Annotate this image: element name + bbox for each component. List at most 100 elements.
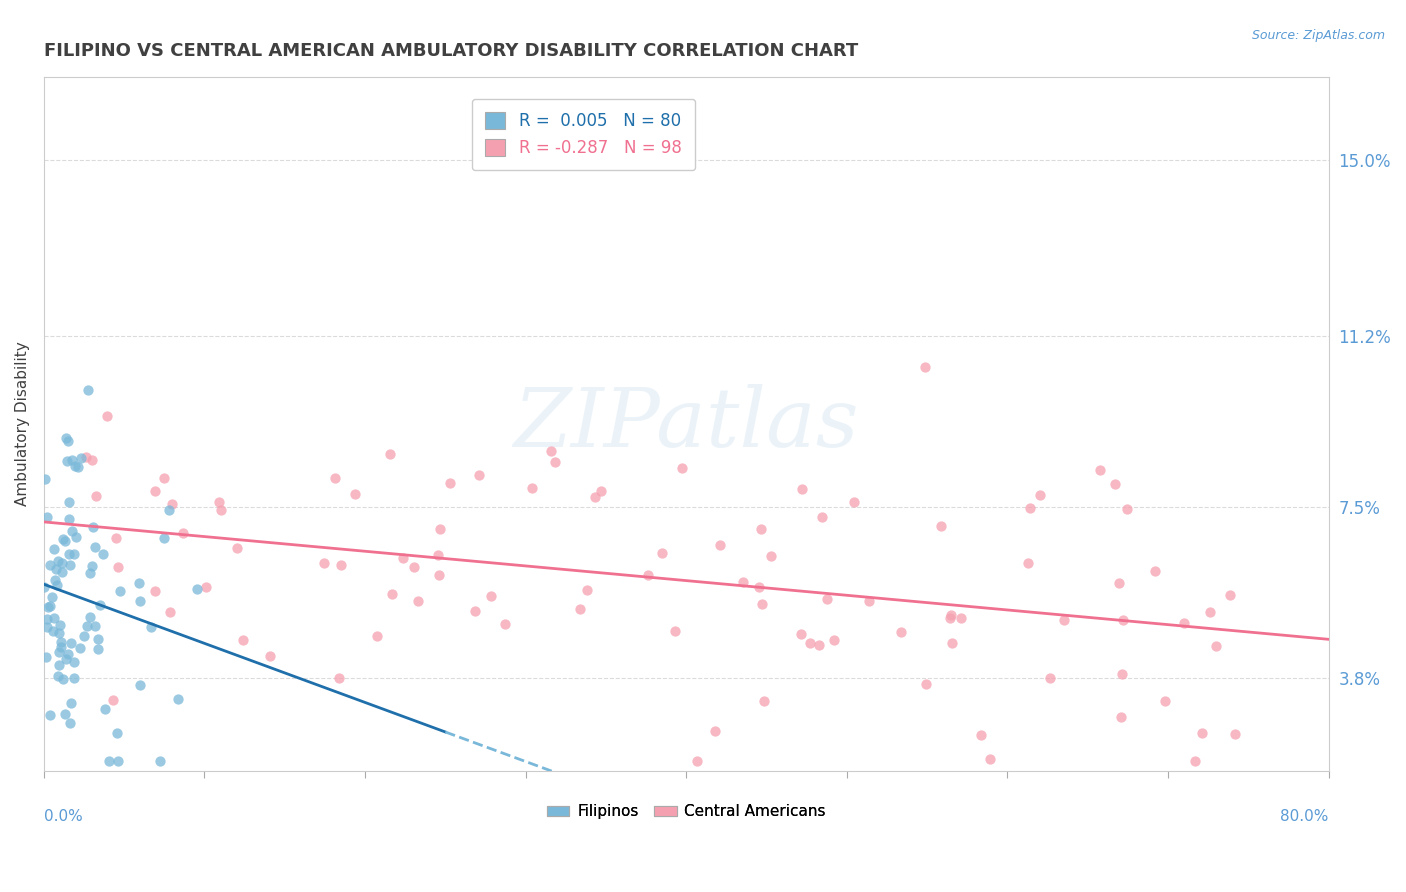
Point <box>55 431 77 445</box>
Point <box>941 608 963 623</box>
Point <box>53 706 76 721</box>
Point <box>439 476 461 491</box>
Point <box>48 658 70 673</box>
Point <box>45 562 67 576</box>
Point <box>35 509 58 524</box>
Point <box>544 454 567 468</box>
Point <box>637 568 659 582</box>
Point <box>62 671 84 685</box>
Point <box>45 578 67 592</box>
Point <box>58 495 80 509</box>
Point <box>1039 671 1062 685</box>
Point <box>66 460 89 475</box>
Point <box>38 707 60 722</box>
Point <box>520 481 543 495</box>
Point <box>366 629 388 643</box>
Point <box>232 633 254 648</box>
Point <box>941 636 963 650</box>
Point <box>48 645 70 659</box>
Point <box>83 540 105 554</box>
Point <box>1223 727 1246 741</box>
Point <box>380 446 402 460</box>
Point <box>153 531 176 545</box>
Point <box>69 640 91 655</box>
Point <box>56 454 79 468</box>
Text: 0.0%: 0.0% <box>44 809 83 824</box>
Point <box>589 484 612 499</box>
Point <box>37 599 59 614</box>
Point <box>58 547 80 561</box>
Point <box>1029 488 1052 502</box>
Point <box>1111 613 1133 627</box>
Point <box>314 556 336 570</box>
Point <box>59 558 82 572</box>
Point <box>87 632 110 647</box>
Point <box>479 589 502 603</box>
Point <box>733 574 755 589</box>
Point <box>1019 501 1042 516</box>
Point <box>89 598 111 612</box>
Point <box>35 649 58 664</box>
Point <box>35 620 58 634</box>
Point <box>69 450 91 465</box>
Point <box>58 512 80 526</box>
Point <box>914 359 936 374</box>
Point <box>60 524 83 539</box>
Point <box>93 702 115 716</box>
Point <box>759 549 782 564</box>
Point <box>48 626 70 640</box>
Point <box>32 581 55 595</box>
Point <box>208 495 231 509</box>
Point <box>141 620 163 634</box>
Point <box>129 593 152 607</box>
Point <box>427 567 450 582</box>
Point <box>979 752 1001 766</box>
Point <box>65 530 87 544</box>
Point <box>811 509 834 524</box>
Point <box>568 602 591 616</box>
Point <box>51 556 73 570</box>
Point <box>344 487 367 501</box>
Point <box>808 638 831 652</box>
Point <box>51 635 73 649</box>
Point <box>381 587 404 601</box>
Point <box>1109 709 1132 723</box>
Point <box>42 610 65 624</box>
Point <box>799 635 821 649</box>
Point <box>790 482 813 496</box>
Point <box>259 648 281 663</box>
Point <box>56 647 79 661</box>
Point <box>749 522 772 536</box>
Point <box>1116 502 1139 516</box>
Point <box>79 566 101 581</box>
Point <box>429 522 451 536</box>
Point <box>44 573 66 587</box>
Point <box>60 453 83 467</box>
Point <box>209 503 232 517</box>
Text: ZIPatlas: ZIPatlas <box>513 384 859 464</box>
Point <box>1104 477 1126 491</box>
Point <box>1173 615 1195 630</box>
Point <box>404 560 426 574</box>
Point <box>464 604 486 618</box>
Point <box>160 497 183 511</box>
Point <box>970 728 993 742</box>
Point <box>34 473 56 487</box>
Point <box>62 655 84 669</box>
Point <box>195 580 218 594</box>
Point <box>145 583 167 598</box>
Point <box>101 693 124 707</box>
Text: Source: ZipAtlas.com: Source: ZipAtlas.com <box>1251 29 1385 42</box>
Point <box>152 471 174 485</box>
Point <box>671 461 693 475</box>
Point <box>44 541 66 556</box>
Point <box>76 619 98 633</box>
Point <box>815 592 838 607</box>
Point <box>167 692 190 706</box>
Point <box>159 605 181 619</box>
Point <box>52 673 75 687</box>
Point <box>328 671 350 685</box>
Point <box>73 629 96 643</box>
Point <box>709 538 731 552</box>
Point <box>790 627 813 641</box>
